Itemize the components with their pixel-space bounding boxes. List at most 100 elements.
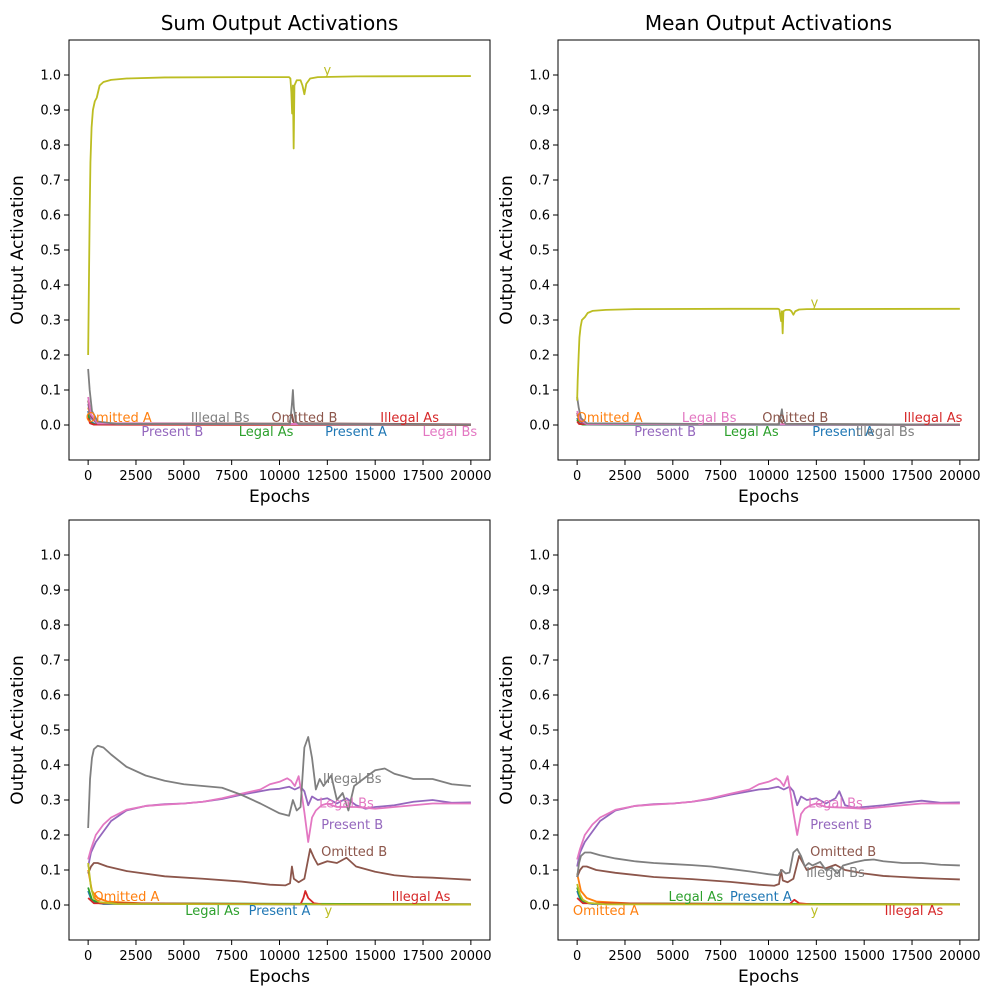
series-label: Present B	[321, 818, 383, 833]
x-tick-label: 0	[573, 949, 581, 964]
y-tick-label: 0.6	[40, 209, 61, 224]
x-tick-label: 12500	[307, 469, 348, 484]
chart-title: Sum Output Activations	[161, 11, 399, 35]
x-tick-label: 5000	[167, 949, 200, 964]
y-tick-label: 0.1	[529, 864, 550, 879]
series-label: Legal As	[185, 904, 240, 919]
series-label: Legal As	[724, 425, 779, 440]
x-tick-label: 15000	[355, 949, 396, 964]
y-tick-label: 0.5	[40, 724, 61, 739]
y-tick-label: 0.0	[529, 419, 550, 434]
series-label: Present A	[812, 425, 874, 440]
x-tick-label: 20000	[939, 469, 980, 484]
y-tick-label: 0.9	[529, 104, 550, 119]
x-tick-label: 2500	[608, 469, 641, 484]
chart-panel-2: Mean Output Activations 0 2500 5000 7500 1000…	[497, 11, 981, 507]
y-tick-label: 0.3	[40, 314, 61, 329]
x-tick-label: 17500	[402, 949, 443, 964]
y-axis-label: Output Activation	[497, 175, 517, 325]
series-label: Present A	[249, 904, 311, 919]
series-label: Illegal As	[380, 411, 439, 426]
y-axis-label: Output Activation	[497, 655, 517, 805]
y-tick-label: 1.0	[529, 69, 550, 84]
x-tick-label: 5000	[656, 949, 689, 964]
series-line	[576, 775, 960, 860]
series-label: Omitted A	[93, 890, 159, 905]
series-line	[87, 775, 471, 860]
panels: Sum Output Activations 0 2500 5000 7500 10000…	[8, 11, 981, 987]
x-tick-label: 20000	[450, 949, 491, 964]
series-label: Omitted B	[762, 411, 828, 426]
series-lines	[576, 307, 960, 426]
y-tick-label: 1.0	[40, 549, 61, 564]
x-tick-label: 2500	[608, 949, 641, 964]
x-tick-label: 17500	[891, 469, 932, 484]
series-label: Omitted B	[271, 411, 337, 426]
series-line	[576, 855, 960, 887]
y-tick-label: 0.4	[529, 279, 550, 294]
y-tick-label: 0.6	[529, 689, 550, 704]
x-tick-label: 15000	[844, 469, 885, 484]
chart-panel-4: 0 2500 5000 7500 10000 12500 15000 17500 20000 0.…	[497, 519, 981, 987]
y-tick-label: 0.1	[40, 384, 61, 399]
y-tick-label: 0.2	[40, 349, 61, 364]
series-label: Omitted B	[810, 845, 876, 860]
series-label: Legal Bs	[319, 796, 374, 811]
x-axis-label: Epochs	[738, 487, 799, 507]
y-tick-label: 0.6	[40, 689, 61, 704]
chart-title: Mean Output Activations	[645, 11, 892, 35]
series-line	[87, 736, 471, 829]
series-label: Omitted B	[321, 845, 387, 860]
series-label: Legal As	[668, 890, 723, 905]
y-tick-label: 0.5	[529, 244, 550, 259]
y-tick-label: 1.0	[529, 549, 550, 564]
x-axis-label: Epochs	[738, 967, 799, 987]
y-tick-label: 0.9	[40, 584, 61, 599]
x-tick-label: 17500	[891, 949, 932, 964]
x-tick-label: 10000	[748, 949, 789, 964]
x-tick-label: 15000	[355, 469, 396, 484]
series-label: y	[324, 904, 332, 919]
y-tick-label: 0.4	[40, 279, 61, 294]
y-tick-label: 0.0	[40, 899, 61, 914]
series-label: Illegal As	[885, 904, 944, 919]
x-tick-label: 15000	[844, 949, 885, 964]
series-label: Illegal Bs	[323, 772, 382, 787]
x-axis-label: Epochs	[249, 967, 310, 987]
y-tick-label: 0.6	[529, 209, 550, 224]
series-line	[87, 368, 471, 426]
series-line	[87, 862, 471, 906]
series-label: Illegal Bs	[856, 425, 915, 440]
series-line	[576, 848, 960, 878]
series-label: Legal Bs	[422, 425, 477, 440]
x-axis-label: Epochs	[249, 487, 310, 507]
y-tick-label: 0.2	[529, 349, 550, 364]
series-lines	[87, 736, 471, 906]
series-line	[87, 848, 471, 887]
x-tick-label: 0	[573, 469, 581, 484]
series-lines	[87, 75, 471, 426]
x-tick-label: 5000	[167, 469, 200, 484]
x-tick-label: 20000	[939, 949, 980, 964]
x-tick-label: 0	[84, 469, 92, 484]
x-tick-label: 2500	[119, 469, 152, 484]
x-tick-label: 10000	[259, 949, 300, 964]
y-tick-label: 0.8	[529, 139, 550, 154]
x-tick-label: 12500	[307, 949, 348, 964]
y-tick-label: 0.4	[40, 759, 61, 774]
series-line	[576, 307, 960, 401]
chart-panel-1: Sum Output Activations 0 2500 5000 7500 10000…	[8, 11, 492, 507]
series-label: Present A	[730, 890, 792, 905]
series-label: Omitted A	[577, 411, 643, 426]
x-tick-label: 10000	[259, 469, 300, 484]
series-label: Present B	[141, 425, 203, 440]
series-line	[576, 396, 960, 426]
series-label: y	[811, 296, 819, 311]
y-tick-label: 0.0	[529, 899, 550, 914]
series-label: Omitted A	[573, 904, 639, 919]
y-tick-label: 0.3	[529, 794, 550, 809]
series-label: Illegal As	[392, 890, 451, 905]
series-line	[576, 883, 960, 906]
series-lines	[576, 775, 960, 906]
